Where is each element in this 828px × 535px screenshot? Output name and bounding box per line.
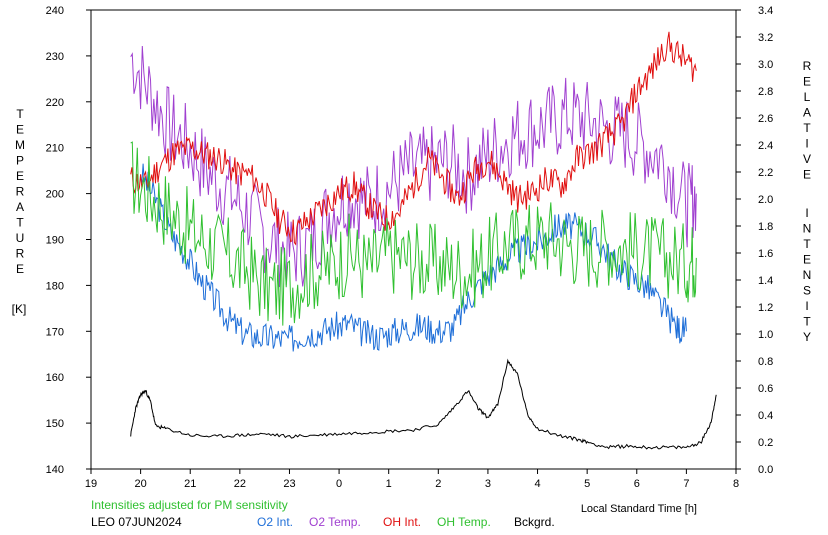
- y-left-label-letter: T: [16, 216, 24, 230]
- y-right-label-letter: I: [805, 299, 808, 313]
- y-left-label-letter: E: [16, 262, 24, 276]
- y-left-label-letter: M: [15, 138, 25, 152]
- y-right-label-letter: N: [803, 268, 812, 282]
- y-right-label-letter: T: [803, 315, 811, 329]
- y-right-tick-label: 1.8: [758, 221, 773, 233]
- y-right-label-letter: A: [803, 106, 811, 120]
- legend-entry: O2 Temp.: [309, 515, 361, 529]
- x-axis-label: Local Standard Time [h]: [581, 503, 697, 515]
- x-tick-label: 2: [435, 478, 441, 490]
- note-text: Intensities adjusted for PM sensitivity: [91, 498, 288, 512]
- y-left-label-letter: U: [16, 231, 25, 245]
- station-date: LEO 07JUN2024: [91, 515, 182, 529]
- x-tick-labels: 19 20 21 22 23 0 1 2 3 4 5 6 7 8: [85, 478, 739, 490]
- legend-entry: O2 Int.: [257, 515, 293, 529]
- x-tick-label: 0: [336, 478, 342, 490]
- legend-entry: OH Temp.: [437, 515, 491, 529]
- series-line-oh-int: [130, 31, 697, 246]
- legend: O2 Int. O2 Temp. OH Int. OH Temp. Bckgrd.: [257, 515, 555, 529]
- series-line-bckgrd: [130, 358, 717, 450]
- y-left-tick-label: 220: [46, 97, 64, 109]
- y-right-tick-label: 1.0: [758, 329, 773, 341]
- y-left-label-letter: R: [16, 247, 25, 261]
- y-right-label-letter: T: [803, 237, 811, 251]
- x-tick-label: 5: [584, 478, 590, 490]
- y-right-tick-label: 2.0: [758, 194, 773, 206]
- y-right-tick-label: 3.0: [758, 59, 773, 71]
- x-tick-label: 20: [134, 478, 146, 490]
- y-right-label-letter: E: [803, 168, 811, 182]
- y-right-tick-label: 2.8: [758, 86, 773, 98]
- x-tick-label: 6: [634, 478, 640, 490]
- x-tick-label: 19: [85, 478, 97, 490]
- y-right-label-letter: Y: [803, 330, 811, 344]
- y-left-tick-label: 240: [46, 5, 64, 17]
- y-left-label-letter: P: [16, 154, 24, 168]
- y-right-tick-label: 0.8: [758, 356, 773, 368]
- y-right-label-letter: S: [803, 284, 811, 298]
- y-left-tick-label: 160: [46, 372, 64, 384]
- y-right-tick-label: 0.2: [758, 437, 773, 449]
- y-right-label-letter: R: [803, 59, 812, 73]
- x-tick-label: 8: [733, 478, 739, 490]
- tick-marks: [86, 9, 741, 474]
- y-right-tick-label: 0.0: [758, 464, 773, 476]
- y-right-tick-label: 3.4: [758, 5, 773, 17]
- y-left-tick-label: 140: [46, 464, 64, 476]
- x-tick-label: 3: [485, 478, 491, 490]
- legend-entry: Bckgrd.: [514, 515, 555, 529]
- y-left-tick-label: 170: [46, 326, 64, 338]
- x-tick-label: 23: [283, 478, 295, 490]
- y-left-axis-unit: [K]: [12, 302, 27, 316]
- y-left-tick-label: 180: [46, 280, 64, 292]
- x-tick-label: 21: [184, 478, 196, 490]
- y-right-label-letter: L: [804, 90, 811, 104]
- legend-entry: OH Int.: [383, 515, 421, 529]
- series-lines: [130, 31, 717, 450]
- x-tick-label: 4: [534, 478, 540, 490]
- y-left-tick-label: 200: [46, 189, 64, 201]
- x-tick-label: 1: [386, 478, 392, 490]
- y-right-label-letter: N: [803, 222, 812, 236]
- y-right-tick-label: 2.2: [758, 167, 773, 179]
- y-left-label-letter: T: [16, 107, 24, 121]
- x-tick-label: 7: [683, 478, 689, 490]
- x-tick-label: 22: [234, 478, 246, 490]
- y-left-tick-label: 190: [46, 235, 64, 247]
- y-left-tick-labels: 140 150 160 170 180 190 200 210 220 230 240: [46, 5, 64, 476]
- y-right-label-letter: E: [803, 253, 811, 267]
- y-right-label-letter: V: [803, 152, 811, 166]
- y-right-tick-label: 1.6: [758, 248, 773, 260]
- series-line-o2-temp: [130, 45, 697, 288]
- y-right-label-letter: I: [805, 137, 808, 151]
- y-right-tick-label: 0.4: [758, 410, 773, 422]
- y-left-label-letter: E: [16, 123, 24, 137]
- y-right-tick-label: 2.6: [758, 113, 773, 125]
- series-line-o2-int: [140, 163, 687, 352]
- y-right-tick-labels: 0.0 0.2 0.4 0.6 0.8 1.0 1.2 1.4 1.6 1.8 2.0 2.2 2.4 2…: [758, 5, 773, 476]
- y-left-tick-label: 230: [46, 51, 64, 63]
- y-left-label-letter: R: [16, 185, 25, 199]
- y-right-label-letter: I: [805, 206, 808, 220]
- y-left-label-letter: E: [16, 169, 24, 183]
- y-right-tick-label: 1.4: [758, 275, 773, 287]
- y-right-label-letter: E: [803, 75, 811, 89]
- y-left-tick-label: 210: [46, 143, 64, 155]
- y-right-tick-label: 2.4: [758, 140, 773, 152]
- y-right-tick-label: 1.2: [758, 302, 773, 314]
- y-right-label-letter: T: [803, 121, 811, 135]
- series-line-oh-temp: [130, 141, 697, 326]
- y-right-tick-label: 3.2: [758, 32, 773, 44]
- y-right-tick-label: 0.6: [758, 383, 773, 395]
- y-left-tick-label: 150: [46, 418, 64, 430]
- y-left-label-letter: A: [16, 200, 24, 214]
